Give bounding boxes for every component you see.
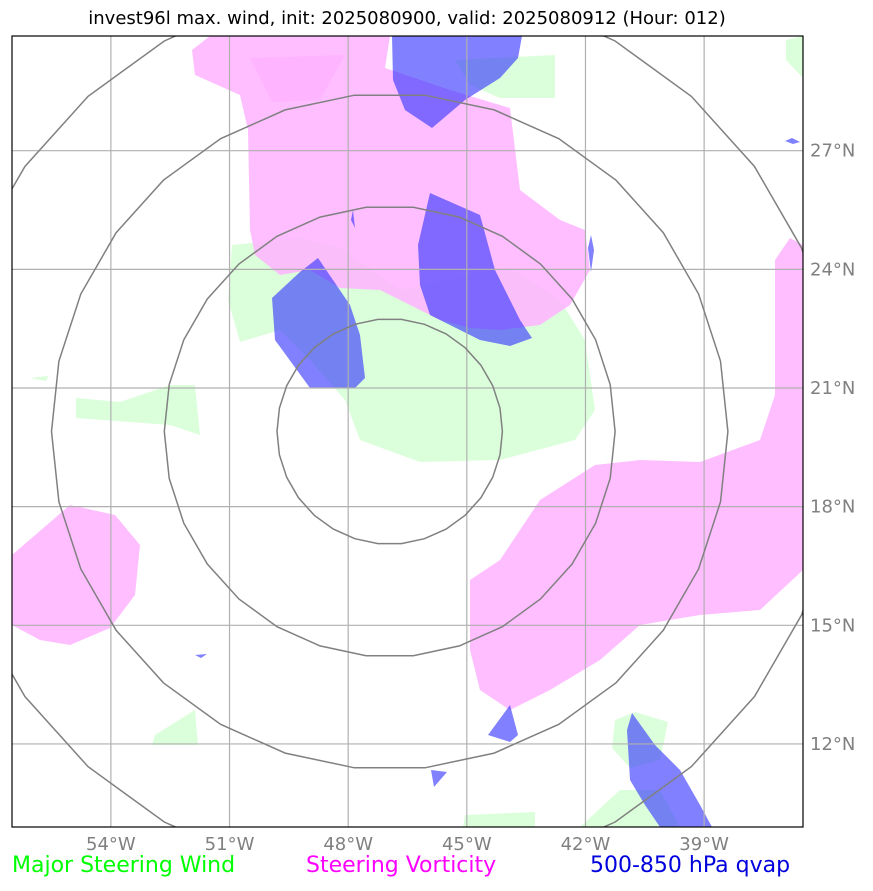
qvap-area: [488, 705, 518, 742]
longitude-tick-label: 54°W: [86, 834, 136, 855]
legend-steering-vorticity: Steering Vorticity: [306, 853, 497, 878]
steering-wind-area: [76, 385, 200, 435]
legend-qvap: 500-850 hPa qvap: [590, 853, 791, 878]
qvap-area: [431, 770, 447, 787]
qvap-area: [588, 235, 594, 272]
legend-steering-wind: Major Steering Wind: [12, 853, 236, 878]
range-ring: [163, 206, 616, 657]
steering-wind-area: [152, 710, 198, 745]
vorticity-area: [470, 238, 803, 710]
range-ring: [50, 94, 729, 769]
qvap-area: [392, 36, 522, 128]
latitude-tick-label: 21°N: [810, 378, 855, 399]
qvap-area: [785, 138, 800, 144]
latitude-tick-label: 24°N: [810, 259, 855, 280]
qvap-area: [195, 654, 207, 658]
longitude-tick-label: 42°W: [561, 834, 611, 855]
range-ring: [276, 318, 504, 545]
vorticity-area: [250, 55, 345, 102]
latitude-tick-label: 27°N: [810, 141, 855, 162]
map-title: invest96l max. wind, init: 2025080900, v…: [88, 8, 726, 29]
longitude-tick-label: 39°W: [679, 834, 729, 855]
steering-wind-area: [463, 812, 535, 827]
range-rings: [12, 36, 803, 827]
qvap-area: [272, 258, 365, 388]
map-frame: [11, 35, 804, 828]
vorticity-area: [12, 505, 140, 645]
latitude-tick-label: 18°N: [810, 497, 855, 518]
latitude-tick-label: 15°N: [810, 615, 855, 636]
longitude-tick-label: 45°W: [442, 834, 492, 855]
longitude-labels: 54°W 51°W 48°W 45°W 42°W 39°W: [86, 834, 729, 855]
longitude-tick-label: 51°W: [205, 834, 255, 855]
qvap-area: [351, 210, 355, 228]
latitude-labels: 27°N 24°N 21°N 18°N 15°N 12°N: [810, 141, 855, 755]
longitude-tick-label: 48°W: [323, 834, 373, 855]
range-ring: [12, 36, 803, 827]
steering-wind-area: [30, 376, 48, 381]
latitude-tick-label: 12°N: [810, 734, 855, 755]
steering-wind-area: [786, 36, 803, 78]
gridlines: [12, 36, 803, 827]
